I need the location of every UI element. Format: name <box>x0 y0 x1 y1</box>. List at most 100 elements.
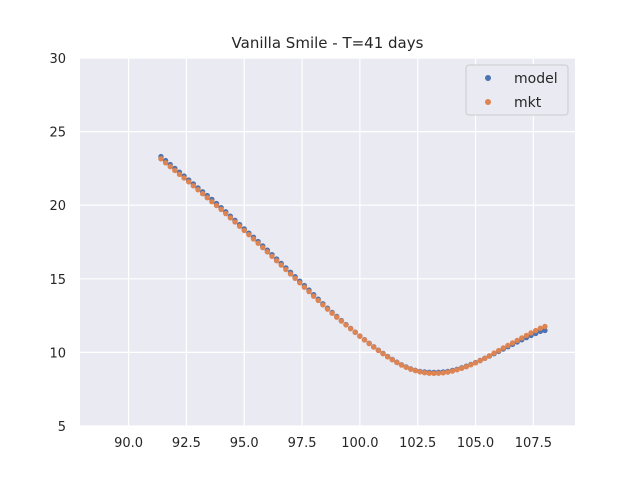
point-mkt <box>209 198 215 205</box>
point-mkt <box>246 231 252 238</box>
point-mkt <box>421 370 428 376</box>
legend-label-mkt: mkt <box>514 95 542 111</box>
point-mkt <box>236 223 243 229</box>
point-mkt <box>357 333 363 339</box>
point-mkt <box>273 257 280 264</box>
point-mkt <box>352 329 358 336</box>
point-mkt <box>380 351 386 357</box>
point-mkt <box>181 175 187 181</box>
point-mkt <box>310 293 317 299</box>
point-mkt <box>500 345 506 351</box>
point-mkt <box>482 355 488 361</box>
point-mkt <box>495 347 502 354</box>
x-tick-label: 102.5 <box>399 436 436 451</box>
point-mkt <box>449 368 456 374</box>
point-mkt <box>398 362 405 368</box>
point-mkt <box>320 302 326 308</box>
point-mkt <box>366 340 372 347</box>
point-model <box>542 327 548 334</box>
point-mkt <box>223 210 229 217</box>
point-mkt <box>329 310 335 316</box>
point-mkt <box>509 340 516 346</box>
point-mkt <box>491 350 497 356</box>
y-tick-label: 10 <box>49 346 66 361</box>
point-mkt <box>297 280 303 286</box>
point-mkt <box>264 249 271 255</box>
data-points <box>158 153 548 377</box>
x-tick-label: 90.0 <box>114 436 143 451</box>
legend-box <box>465 64 569 116</box>
point-mkt <box>283 266 289 273</box>
point-mkt <box>232 219 238 225</box>
point-mkt <box>523 332 530 339</box>
point-mkt <box>408 366 414 372</box>
point-mkt <box>458 365 465 371</box>
point-mkt <box>435 370 442 376</box>
point-mkt <box>361 337 368 343</box>
point-mkt <box>334 314 340 320</box>
point-mkt <box>417 369 423 375</box>
point-mkt <box>454 367 460 373</box>
point-mkt <box>505 342 511 349</box>
point-mkt <box>162 160 169 166</box>
point-mkt <box>343 322 349 328</box>
series-mkt <box>158 156 548 377</box>
point-mkt <box>287 271 294 277</box>
plot-area <box>80 58 575 426</box>
legend-label-model: model <box>514 71 558 87</box>
point-mkt <box>186 179 192 185</box>
point-mkt <box>172 167 178 174</box>
y-tick-label: 15 <box>49 273 66 288</box>
point-mkt <box>167 163 173 170</box>
point-mkt <box>260 244 266 251</box>
point-mkt <box>394 359 400 366</box>
x-tick-label: 100.0 <box>341 436 378 451</box>
point-mkt <box>463 363 469 370</box>
point-mkt <box>472 360 479 366</box>
point-mkt <box>371 344 377 350</box>
y-tick-label: 20 <box>49 199 66 214</box>
point-mkt <box>269 253 275 259</box>
point-mkt <box>315 297 321 304</box>
point-mkt <box>528 330 534 336</box>
point-mkt <box>292 275 298 282</box>
point-mkt <box>255 240 261 246</box>
point-mkt <box>445 369 451 375</box>
point-mkt <box>218 206 224 213</box>
point-mkt <box>190 183 197 189</box>
point-mkt <box>477 357 483 364</box>
point-mkt <box>204 194 210 201</box>
point-mkt <box>199 191 206 197</box>
x-tick-label: 107.5 <box>515 436 552 451</box>
point-mkt <box>241 227 247 234</box>
point-mkt <box>389 357 395 363</box>
point-mkt <box>537 325 544 331</box>
point-mkt <box>213 202 220 209</box>
point-mkt <box>468 362 474 368</box>
legend: model mkt <box>465 64 569 116</box>
point-mkt <box>158 156 164 162</box>
point-mkt <box>338 318 345 324</box>
point-mkt <box>486 353 493 359</box>
point-mkt <box>412 367 419 374</box>
legend-marker-model <box>485 75 491 81</box>
point-mkt <box>347 326 354 332</box>
y-tick-label: 30 <box>49 52 66 67</box>
x-tick-label: 92.5 <box>172 436 201 451</box>
point-mkt <box>426 370 432 376</box>
point-mkt <box>306 288 312 295</box>
y-tick-label: 25 <box>49 126 66 141</box>
chart-title: Vanilla Smile - T=41 days <box>232 34 424 52</box>
point-mkt <box>278 262 284 268</box>
point-mkt <box>250 236 257 242</box>
point-mkt <box>384 354 391 360</box>
point-mkt <box>431 370 437 377</box>
point-mkt <box>227 215 234 221</box>
point-mkt <box>514 337 520 344</box>
legend-marker-mkt <box>485 99 491 105</box>
x-tick-label: 97.5 <box>288 436 317 451</box>
point-mkt <box>375 347 382 354</box>
point-mkt <box>324 306 331 312</box>
x-tick-label: 95.0 <box>230 436 259 451</box>
